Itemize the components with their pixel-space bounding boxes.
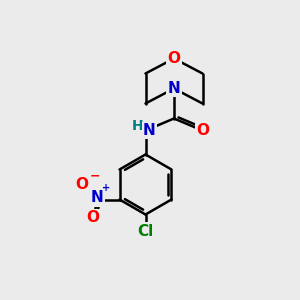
Text: +: + — [102, 183, 110, 193]
Text: N: N — [91, 190, 103, 206]
Text: H: H — [131, 119, 143, 133]
Text: Cl: Cl — [137, 224, 154, 238]
Text: O: O — [86, 210, 99, 225]
Text: −: − — [90, 169, 100, 183]
Text: N: N — [143, 123, 155, 138]
Text: O: O — [167, 51, 181, 66]
Text: O: O — [196, 123, 209, 138]
Text: N: N — [168, 81, 180, 96]
Text: O: O — [76, 177, 88, 192]
